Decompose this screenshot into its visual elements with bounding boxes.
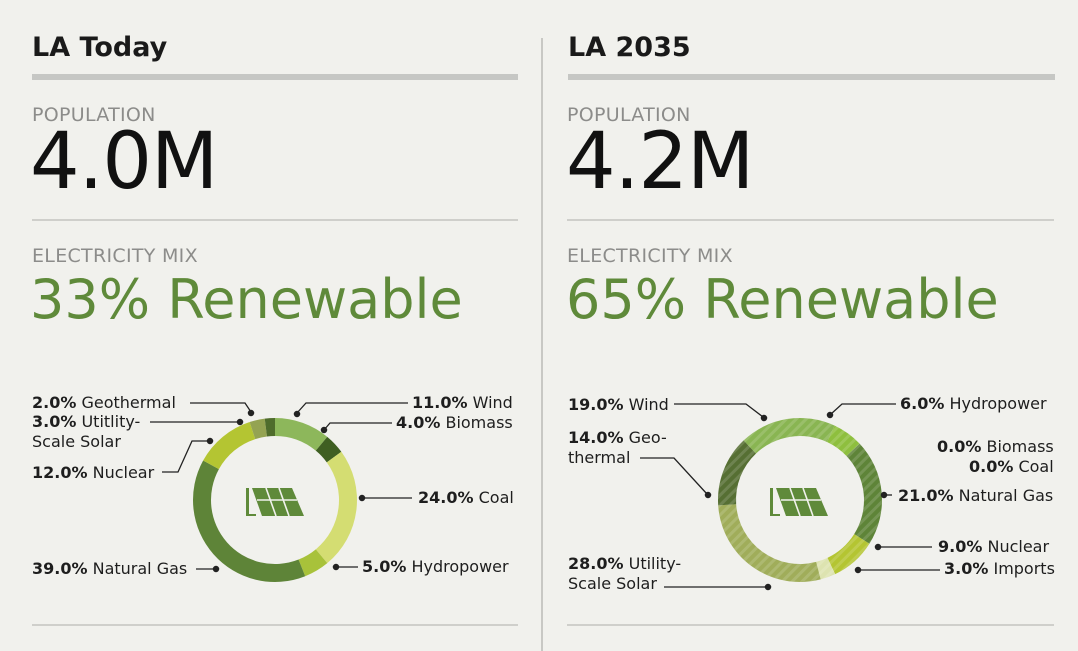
panel-la-2035: LA 2035 POPULATION 4.2M ELECTRICITY MIX … [540, 0, 1078, 651]
leader-dot-geothermal [247, 409, 255, 417]
section-rule [567, 219, 1054, 221]
label-hydropower: 5.0% Hydropower [362, 557, 509, 576]
label-biomass: 0.0% Biomass [937, 437, 1054, 456]
label-geothermal: 14.0% Geo- thermal [568, 428, 667, 467]
leader-biomass [323, 422, 392, 431]
electricity-mix-label: ELECTRICITY MIX [32, 245, 198, 267]
leader-dot-imports [854, 566, 862, 574]
solar-panel-icon [246, 487, 304, 517]
leader-dot-nuclear [874, 543, 882, 551]
title-rule [32, 74, 518, 80]
label-imports: 3.0% Imports [944, 559, 1055, 578]
leader-nuclear [162, 440, 210, 473]
leader-hydropower [830, 403, 896, 415]
label-nuclear: 12.0% Nuclear [32, 463, 155, 482]
leader-dot-hydropower [332, 563, 340, 571]
label-hydropower: 6.0% Hydropower [900, 394, 1047, 413]
renewable-share: 33% Renewable [30, 268, 463, 331]
label-nuclear: 9.0% Nuclear [938, 537, 1050, 556]
label-geothermal: 2.0% Geothermal [32, 393, 176, 412]
leader-dot-nuclear [206, 437, 214, 445]
panel-divider [541, 38, 543, 651]
electricity-mix-label: ELECTRICITY MIX [567, 245, 733, 267]
renewable-hatch-overlay [718, 418, 882, 582]
label-biomass: 4.0% Biomass [396, 413, 513, 432]
donut-slice-biomass [315, 436, 342, 463]
donut-slice-natural-gas [192, 460, 306, 583]
leader-dot-coal [358, 494, 366, 502]
donut-chart-2035 [640, 403, 940, 591]
section-rule [32, 219, 518, 221]
label-utility-solar: 3.0% Utitlity- Scale Solar [32, 412, 141, 451]
renewable-share: 65% Renewable [566, 268, 999, 331]
leader-dot-natural-gas [880, 491, 888, 499]
population-label: POPULATION [32, 104, 156, 126]
section-rule-bottom [567, 624, 1054, 626]
section-rule-bottom [32, 624, 518, 626]
label-coal: 24.0% Coal [418, 488, 514, 507]
leader-dot-utility-solar [764, 583, 772, 591]
leader-geothermal [640, 457, 708, 495]
leader-wind [296, 402, 408, 414]
donut-slice-wind [275, 418, 328, 451]
leader-dot-wind [760, 414, 768, 422]
label-natural-gas: 39.0% Natural Gas [32, 559, 188, 578]
donut-slice-nuclear [203, 422, 256, 470]
leader-wind [674, 403, 764, 418]
label-wind: 11.0% Wind [412, 393, 513, 412]
label-wind: 19.0% Wind [568, 395, 669, 414]
population-value: 4.2M [566, 117, 754, 207]
leader-dot-biomass [320, 426, 328, 434]
donut-slice-geothermal [264, 418, 275, 437]
donut-slice-hydropower [298, 549, 328, 577]
solar-panel-icon [770, 487, 828, 517]
panel-title: LA 2035 [568, 32, 691, 63]
leader-dot-hydropower [826, 411, 834, 419]
label-coal: 0.0% Coal [969, 457, 1054, 476]
leader-dot-solar [236, 418, 244, 426]
leader-dot-wind [293, 410, 301, 418]
donut-chart-today [150, 402, 412, 583]
title-rule [568, 74, 1055, 80]
population-label: POPULATION [567, 104, 691, 126]
leader-dot-geothermal [704, 491, 712, 499]
leader-dot-natural-gas [212, 565, 220, 573]
donut-slice-coal [315, 451, 357, 564]
donut-slice-utitlity-scale-solar [249, 418, 267, 440]
panel-title: LA Today [32, 32, 168, 63]
label-utility-solar: 28.0% Utility- Scale Solar [568, 554, 682, 593]
population-value: 4.0M [30, 117, 218, 207]
label-natural-gas: 21.0% Natural Gas [898, 486, 1054, 505]
leader-geothermal [190, 402, 252, 413]
panel-la-today: LA Today POPULATION 4.0M ELECTRICITY MIX… [30, 32, 518, 626]
